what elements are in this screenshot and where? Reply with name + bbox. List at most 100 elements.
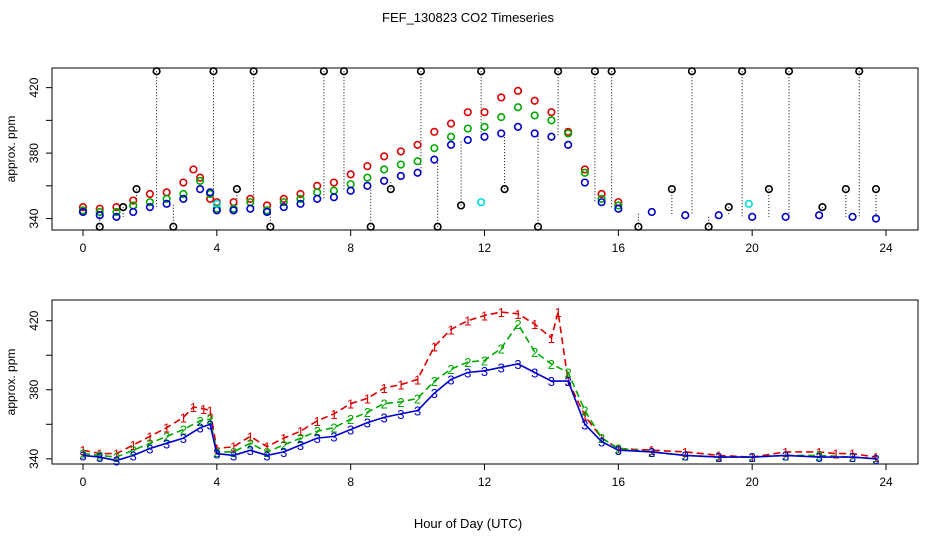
series-2-point	[313, 188, 322, 197]
series-3-point	[179, 194, 188, 204]
series-3-label: 3	[364, 416, 371, 431]
series-flagged-point	[704, 222, 713, 231]
series-3-point	[480, 132, 489, 141]
series-3-label: 3	[330, 429, 337, 444]
series-2-point	[145, 198, 155, 207]
series-2-label: 2	[113, 450, 120, 465]
series-1-label: 1	[96, 447, 103, 462]
series-3-label: 3	[598, 435, 605, 450]
panel-top-y-tick-label: 380	[27, 143, 41, 163]
series-3-label: 3	[196, 421, 203, 436]
series-3-label: 3	[113, 454, 120, 469]
series-3-line	[82, 363, 877, 462]
series-2-label: 2	[464, 355, 471, 370]
series-1-label: 1	[581, 409, 588, 424]
panel-bottom-x-tick-label: 16	[612, 475, 626, 489]
series-1-label: 1	[548, 331, 555, 346]
series-3-label: 3	[581, 417, 588, 432]
series-1-point	[189, 165, 198, 174]
series-3-label: 3	[314, 431, 321, 446]
series-cyan-point	[744, 199, 753, 208]
series-1-point	[513, 86, 523, 96]
series-2-point	[380, 165, 389, 174]
series-3-point	[681, 211, 690, 220]
series-1-label: 1	[347, 397, 354, 412]
series-2-label: 2	[872, 452, 879, 467]
series-flagged-point	[500, 184, 509, 194]
series-3-point	[647, 207, 656, 217]
series-1-point	[597, 189, 606, 199]
series-2-label: 2	[297, 431, 304, 446]
series-flagged-point	[95, 222, 104, 231]
series-2-label: 2	[364, 405, 371, 420]
series-2-label: 2	[598, 431, 605, 446]
series-flagged-point	[784, 67, 794, 76]
series-flagged-point	[169, 222, 178, 231]
series-3-point	[714, 211, 723, 220]
series-2-label: 2	[615, 441, 622, 456]
series-3-label: 3	[715, 450, 722, 465]
series-1-label: 1	[648, 443, 655, 458]
series-2-label: 2	[146, 436, 153, 451]
series-1-line	[82, 311, 877, 458]
panel-top-y-tick-label: 420	[27, 77, 41, 97]
series-2-point	[564, 129, 573, 138]
series-1-label: 1	[364, 391, 371, 406]
series-3-label: 3	[247, 443, 254, 458]
series-3-point	[329, 193, 339, 202]
series-2-point	[513, 103, 523, 112]
series-2-label: 2	[79, 447, 86, 462]
series-flagged-point	[319, 67, 329, 76]
series-3-label: 3	[447, 372, 454, 387]
series-1-label: 1	[280, 431, 287, 446]
series-3-label: 3	[615, 443, 622, 458]
series-2-point	[497, 112, 506, 122]
series-3-point	[848, 212, 857, 222]
series-2-label: 2	[130, 443, 137, 458]
series-3-point	[430, 155, 439, 164]
series-2-label: 2	[498, 341, 505, 356]
series-flagged-point	[386, 184, 395, 194]
series-2-point	[179, 189, 188, 199]
series-3-label: 3	[397, 407, 404, 422]
series-1-label: 1	[782, 445, 789, 460]
series-3-point	[229, 206, 238, 215]
series-flagged-point	[249, 67, 258, 76]
series-3-label: 3	[414, 403, 421, 418]
series-1-point	[380, 152, 389, 161]
panel-top-x-tick-label: 12	[478, 241, 492, 255]
series-3-point	[580, 178, 589, 187]
series-2-line	[82, 322, 877, 460]
series-2-label: 2	[431, 374, 438, 389]
series-3-label: 3	[431, 386, 438, 401]
series-2-label: 2	[481, 353, 488, 368]
panel-bottom-y-tick-label: 380	[27, 379, 41, 399]
chart-title: FEF_130823 CO2 Timeseries	[382, 10, 554, 25]
series-flagged-point	[456, 201, 466, 210]
series-1-label: 1	[498, 305, 505, 320]
series-flagged-point	[738, 67, 747, 76]
panel-top-x-tick-label: 20	[745, 241, 759, 255]
series-flagged-point	[724, 202, 733, 212]
series-flagged-point	[339, 67, 349, 76]
series-3-point	[781, 212, 790, 222]
panel-top-y-tick-label: 340	[27, 208, 41, 228]
series-flagged-point	[477, 67, 486, 76]
series-3-point	[380, 176, 389, 186]
series-3-point	[129, 207, 138, 217]
series-1-label: 1	[615, 441, 622, 456]
panel-top-x-tick-label: 4	[213, 241, 220, 255]
series-flagged-point	[366, 222, 375, 231]
panel-bottom-x-tick-label: 24	[879, 475, 893, 489]
series-3-label: 3	[163, 436, 170, 451]
series-1-point	[229, 198, 238, 207]
series-2-label: 2	[180, 422, 187, 437]
series-2-label: 2	[397, 395, 404, 410]
series-flagged-point	[590, 67, 600, 76]
series-2-label: 2	[230, 445, 237, 460]
series-3-label: 3	[648, 445, 655, 460]
series-3-label: 3	[280, 445, 287, 460]
series-3-label: 3	[297, 438, 304, 453]
panel-bottom-x-tick-label: 12	[478, 475, 492, 489]
